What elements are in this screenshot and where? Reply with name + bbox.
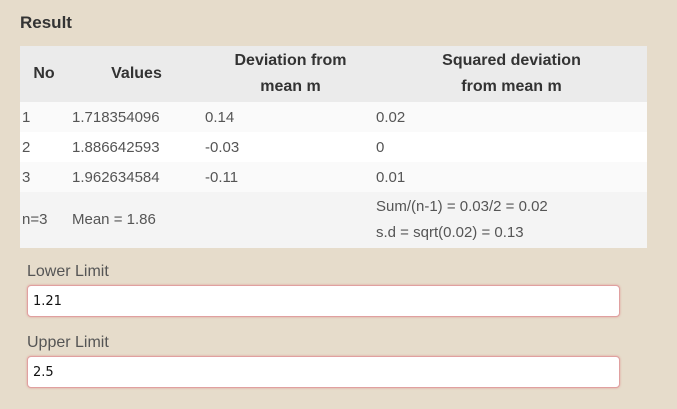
summary-variance: Sum/(n-1) = 0.03/2 = 0.02 bbox=[376, 198, 548, 215]
upper-limit-group: Upper Limit bbox=[27, 334, 620, 388]
summary-row: n=3 Mean = 1.86 Sum/(n-1) = 0.03/2 = 0.0… bbox=[20, 192, 647, 248]
summary-stats: Sum/(n-1) = 0.03/2 = 0.02 s.d = sqrt(0.0… bbox=[376, 192, 647, 248]
cell-no: 2 bbox=[20, 132, 68, 162]
upper-limit-input[interactable] bbox=[27, 356, 620, 388]
column-header-deviation: Deviation from mean m bbox=[205, 46, 376, 102]
column-header-squared-line2: from mean m bbox=[461, 78, 562, 95]
upper-limit-label: Upper Limit bbox=[27, 334, 620, 352]
column-header-squared-line1: Squared deviation bbox=[442, 52, 581, 69]
column-header-squared-deviation: Squared deviation from mean m bbox=[376, 46, 647, 102]
lower-limit-input[interactable] bbox=[27, 285, 620, 317]
table-row: 3 1.962634584 -0.11 0.01 bbox=[20, 162, 647, 192]
cell-value: 1.718354096 bbox=[68, 102, 205, 132]
cell-deviation: -0.03 bbox=[205, 132, 376, 162]
lower-limit-group: Lower Limit bbox=[27, 263, 620, 317]
cell-deviation: -0.11 bbox=[205, 162, 376, 192]
cell-value: 1.886642593 bbox=[68, 132, 205, 162]
column-header-no: No bbox=[20, 46, 68, 102]
table-header-row: No Values Deviation from mean m Squared … bbox=[20, 46, 647, 102]
column-header-values: Values bbox=[68, 46, 205, 102]
cell-squared-deviation: 0 bbox=[376, 132, 647, 162]
lower-limit-label: Lower Limit bbox=[27, 263, 620, 281]
cell-squared-deviation: 0.02 bbox=[376, 102, 647, 132]
cell-no: 1 bbox=[20, 102, 68, 132]
cell-deviation: 0.14 bbox=[205, 102, 376, 132]
cell-squared-deviation: 0.01 bbox=[376, 162, 647, 192]
result-heading: Result bbox=[20, 13, 72, 32]
summary-empty-cell bbox=[205, 192, 376, 248]
summary-mean: Mean = 1.86 bbox=[68, 192, 205, 248]
table-row: 2 1.886642593 -0.03 0 bbox=[20, 132, 647, 162]
column-header-deviation-line2: mean m bbox=[260, 78, 321, 95]
upper-limit-label-text: Upper Limit bbox=[27, 334, 109, 351]
summary-n: n=3 bbox=[20, 192, 68, 248]
column-header-deviation-line1: Deviation from bbox=[234, 52, 347, 69]
table-row: 1 1.718354096 0.14 0.02 bbox=[20, 102, 647, 132]
lower-limit-label-text: Lower Limit bbox=[27, 263, 109, 280]
cell-value: 1.962634584 bbox=[68, 162, 205, 192]
result-table: No Values Deviation from mean m Squared … bbox=[20, 46, 647, 248]
summary-standard-deviation: s.d = sqrt(0.02) = 0.13 bbox=[376, 224, 524, 241]
cell-no: 3 bbox=[20, 162, 68, 192]
